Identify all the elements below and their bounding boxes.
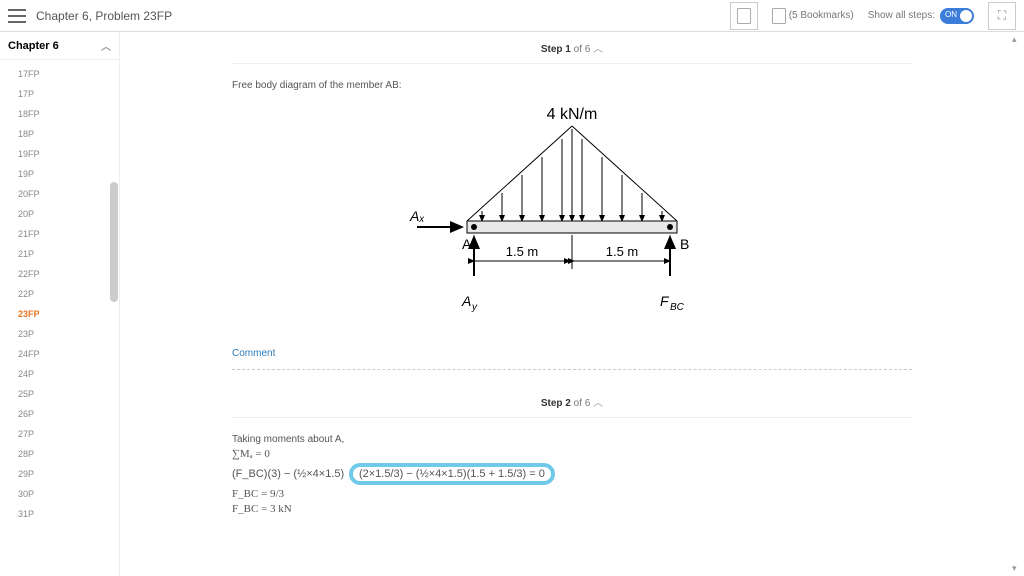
- sidebar-item-23p[interactable]: 23P: [0, 324, 119, 344]
- svg-text:BC: BC: [670, 302, 685, 313]
- sidebar-item-24fp[interactable]: 24FP: [0, 344, 119, 364]
- menu-icon[interactable]: [8, 7, 26, 25]
- svg-text:1.5 m: 1.5 m: [506, 244, 539, 259]
- equation-4: F_BC = 3 kN: [232, 503, 912, 515]
- scroll-down-icon[interactable]: ▾: [1012, 563, 1017, 574]
- svg-text:1.5 m: 1.5 m: [606, 244, 639, 259]
- device-icon[interactable]: [730, 2, 758, 30]
- bookmarks-button[interactable]: (5 Bookmarks): [772, 8, 854, 24]
- sidebar-item-22fp[interactable]: 22FP: [0, 264, 119, 284]
- sidebar-item-30p[interactable]: 30P: [0, 484, 119, 504]
- fullscreen-icon[interactable]: ⛶: [988, 2, 1016, 30]
- equation-1: ∑Mₐ = 0: [232, 448, 912, 460]
- page-title: Chapter 6, Problem 23FP: [36, 9, 172, 23]
- highlighted-term: (2×1.5/3) − (½×4×1.5)(1.5 + 1.5/3) = 0: [349, 463, 555, 485]
- step2-text: Taking moments about A,: [232, 434, 912, 445]
- bookmark-icon: [772, 8, 786, 24]
- sidebar-item-28p[interactable]: 28P: [0, 444, 119, 464]
- sidebar-item-22p[interactable]: 22P: [0, 284, 119, 304]
- equation-3: F_BC = 9/3: [232, 488, 912, 500]
- equation-2: (F_BC)(3) − (½×4×1.5) (2×1.5/3) − (½×4×1…: [232, 463, 912, 485]
- solution-panel: ▴ ▾ Step 1 of 6 ︿ Free body diagram of t…: [120, 32, 1024, 576]
- comment-link[interactable]: Comment: [232, 348, 912, 370]
- chevron-up-icon: ︿: [593, 398, 603, 409]
- sidebar-item-19fp[interactable]: 19FP: [0, 144, 119, 164]
- sidebar-item-20p[interactable]: 20P: [0, 204, 119, 224]
- step1-text: Free body diagram of the member AB:: [232, 80, 912, 91]
- chevron-up-icon: ︿: [593, 44, 603, 55]
- sidebar-item-17p[interactable]: 17P: [0, 84, 119, 104]
- bookmarks-label: (5 Bookmarks): [789, 10, 854, 21]
- problem-sidebar: Chapter 6 ︿ 17FP17P18FP18P19FP19P20FP20P…: [0, 32, 120, 576]
- show-steps-label: Show all steps:: [868, 10, 935, 21]
- svg-text:F: F: [660, 293, 670, 309]
- svg-text:B: B: [680, 236, 689, 252]
- sidebar-item-19p[interactable]: 19P: [0, 164, 119, 184]
- sidebar-item-21fp[interactable]: 21FP: [0, 224, 119, 244]
- sidebar-item-26p[interactable]: 26P: [0, 404, 119, 424]
- sidebar-item-27p[interactable]: 27P: [0, 424, 119, 444]
- chevron-up-icon[interactable]: ︿: [101, 38, 111, 53]
- step-1-header[interactable]: Step 1 of 6 ︿: [232, 32, 912, 64]
- sidebar-item-17fp[interactable]: 17FP: [0, 64, 119, 84]
- svg-text:y: y: [471, 302, 478, 313]
- svg-text:4 kN/m: 4 kN/m: [547, 106, 598, 123]
- sidebar-item-25p[interactable]: 25P: [0, 384, 119, 404]
- scroll-up-icon[interactable]: ▴: [1012, 34, 1017, 45]
- sidebar-item-18fp[interactable]: 18FP: [0, 104, 119, 124]
- content-scrollbar[interactable]: ▴ ▾: [1012, 32, 1022, 576]
- chapter-label: Chapter 6: [8, 40, 59, 52]
- sidebar-item-21p[interactable]: 21P: [0, 244, 119, 264]
- svg-text:Aₓ: Aₓ: [409, 208, 425, 224]
- sidebar-item-20fp[interactable]: 20FP: [0, 184, 119, 204]
- sidebar-item-31p[interactable]: 31P: [0, 504, 119, 524]
- sidebar-item-23fp[interactable]: 23FP: [0, 304, 119, 324]
- free-body-diagram: 4 kN/m: [362, 101, 782, 334]
- step-2-header[interactable]: Step 2 of 6 ︿: [232, 386, 912, 418]
- sidebar-item-18p[interactable]: 18P: [0, 124, 119, 144]
- svg-text:A: A: [462, 236, 472, 252]
- steps-toggle[interactable]: ON: [940, 8, 974, 24]
- sidebar-item-24p[interactable]: 24P: [0, 364, 119, 384]
- svg-text:A: A: [461, 293, 471, 309]
- sidebar-item-29p[interactable]: 29P: [0, 464, 119, 484]
- sidebar-scrollbar[interactable]: [110, 182, 118, 302]
